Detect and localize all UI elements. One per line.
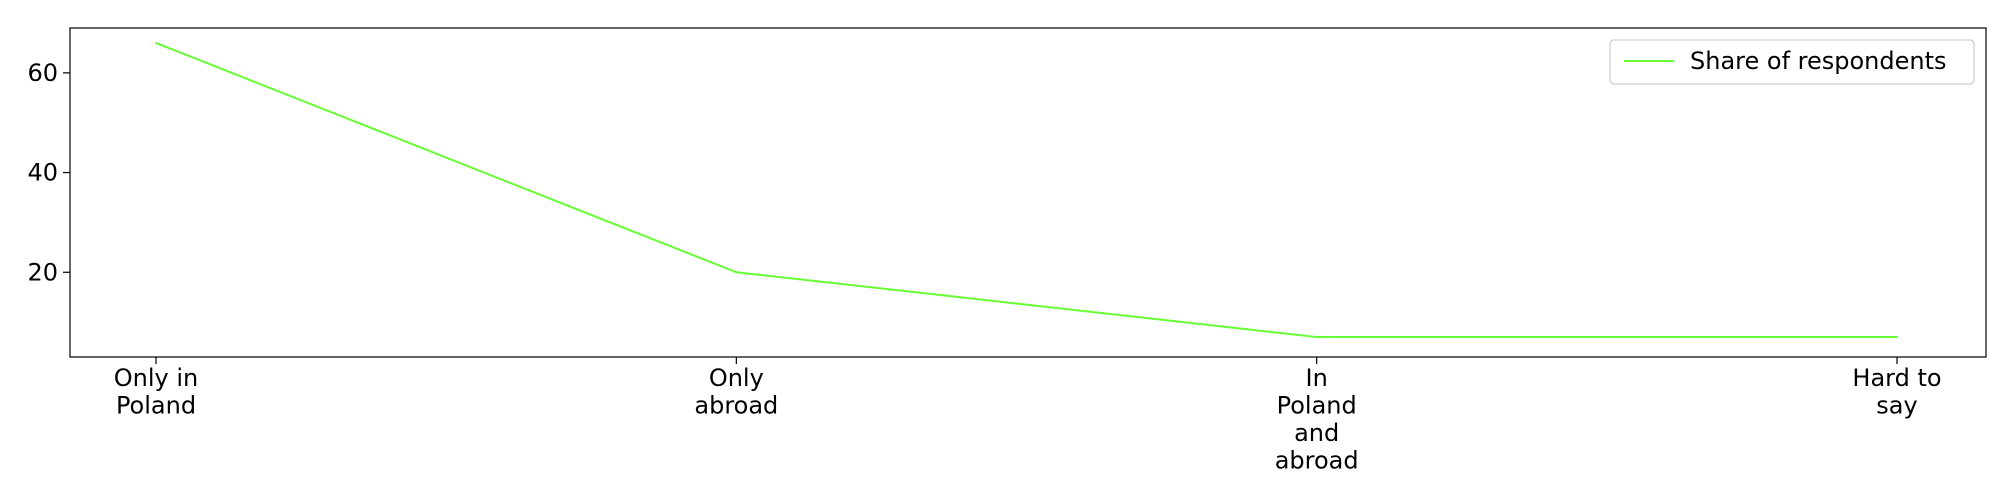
- x-tick-label: Only abroad: [694, 364, 778, 420]
- x-tick-label: In Poland and abroad: [1275, 364, 1359, 475]
- y-tick-label: 60: [27, 59, 58, 87]
- data-point: [735, 271, 738, 274]
- data-point: [1315, 336, 1318, 339]
- y-tick-label: 40: [27, 159, 58, 187]
- legend-label: Share of respondents: [1690, 47, 1947, 75]
- data-point: [155, 41, 157, 44]
- series-layer: [155, 41, 1898, 339]
- series-line: [155, 42, 1897, 339]
- legend: Share of respondents: [1609, 39, 1975, 85]
- x-axis: Only in Poland Only abroad In Poland and abroad…: [114, 357, 1942, 475]
- data-point: [1896, 336, 1898, 339]
- legend-box: [1609, 39, 1975, 85]
- y-axis: 20 40 60: [27, 59, 70, 286]
- x-tick-label: Only in Poland: [114, 364, 198, 420]
- x-tick-label: Hard to say: [1852, 364, 1941, 420]
- y-tick-label: 20: [27, 258, 58, 286]
